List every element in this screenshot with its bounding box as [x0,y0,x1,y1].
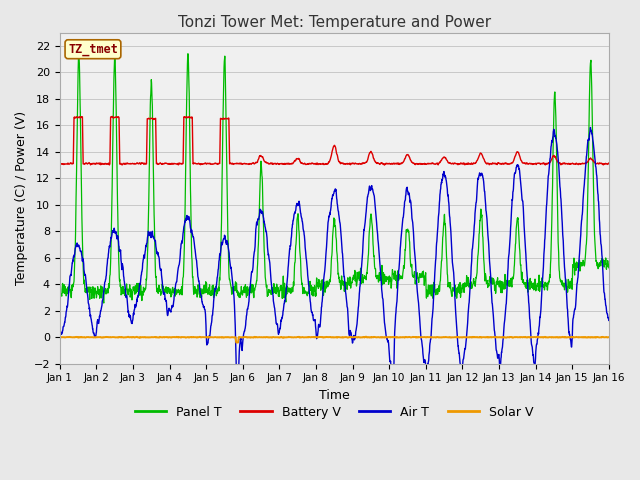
Title: Tonzi Tower Met: Temperature and Power: Tonzi Tower Met: Temperature and Power [178,15,491,30]
Battery V [209,161,217,167]
Solar V [350,334,358,340]
Air T [605,317,612,323]
Solar V [209,335,217,340]
Air T [388,407,396,412]
Panel T [572,267,580,273]
Solar V [605,334,612,340]
Battery V [381,162,388,168]
Solar V [494,334,502,340]
Solar V [572,334,580,340]
Air T [350,335,358,341]
Line: Battery V: Battery V [60,116,609,165]
Battery V [362,159,370,165]
Line: Air T: Air T [60,128,609,409]
Battery V [605,160,612,166]
Panel T [605,265,612,271]
Air T [572,302,580,308]
Battery V [494,160,502,166]
Solar V [232,340,240,346]
Panel T [494,282,502,288]
Panel T [209,288,217,294]
Panel T [100,300,108,306]
Air T [494,355,502,361]
Solar V [557,335,564,340]
Panel T [351,276,358,281]
Panel T [75,49,83,55]
Air T [209,308,217,314]
Battery V [350,161,358,167]
Solar V [56,335,63,340]
Solar V [362,334,370,339]
Battery V [56,161,63,167]
Line: Panel T: Panel T [60,52,609,303]
Air T [557,189,564,195]
Solar V [363,334,371,340]
X-axis label: Time: Time [319,389,349,402]
Battery V [557,162,564,168]
Y-axis label: Temperature (C) / Power (V): Temperature (C) / Power (V) [15,111,28,285]
Battery V [572,161,580,167]
Air T [587,125,595,131]
Panel T [56,295,63,300]
Battery V [108,113,116,119]
Text: TZ_tmet: TZ_tmet [68,43,118,56]
Panel T [363,272,371,277]
Air T [56,335,63,341]
Panel T [557,277,564,283]
Legend: Panel T, Battery V, Air T, Solar V: Panel T, Battery V, Air T, Solar V [130,401,539,424]
Air T [362,211,370,216]
Line: Solar V: Solar V [60,336,609,343]
